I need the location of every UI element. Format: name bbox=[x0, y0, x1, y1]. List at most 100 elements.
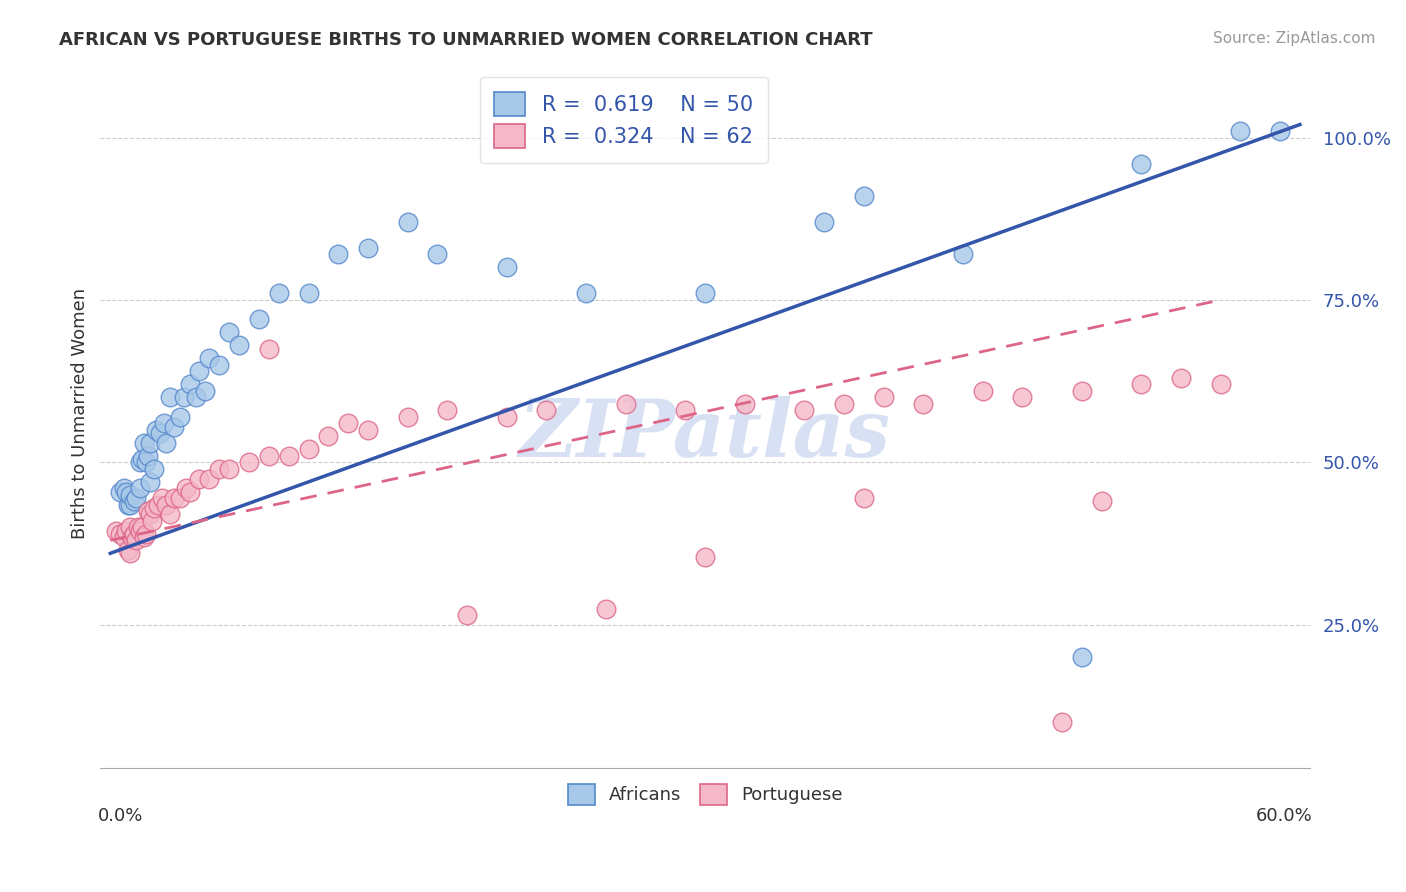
Point bbox=[120, 546, 142, 560]
Point bbox=[912, 397, 935, 411]
Point bbox=[120, 488, 142, 502]
Point bbox=[120, 498, 142, 512]
Point bbox=[121, 530, 143, 544]
Point bbox=[131, 520, 153, 534]
Point bbox=[194, 384, 217, 398]
Point bbox=[149, 426, 172, 441]
Point bbox=[179, 484, 201, 499]
Point bbox=[184, 391, 207, 405]
Point bbox=[1091, 494, 1114, 508]
Point bbox=[357, 423, 380, 437]
Point bbox=[129, 455, 152, 469]
Point bbox=[1070, 384, 1092, 398]
Point bbox=[1130, 156, 1153, 170]
Point bbox=[238, 455, 260, 469]
Point bbox=[952, 247, 974, 261]
Point bbox=[297, 286, 319, 301]
Point bbox=[396, 215, 419, 229]
Point bbox=[125, 533, 148, 548]
Point bbox=[141, 514, 163, 528]
Text: 0.0%: 0.0% bbox=[98, 806, 143, 824]
Point bbox=[852, 189, 875, 203]
Point bbox=[139, 508, 162, 522]
Point bbox=[125, 491, 148, 505]
Point bbox=[218, 326, 240, 340]
Text: ZIPatlas: ZIPatlas bbox=[519, 396, 891, 474]
Point bbox=[1170, 371, 1192, 385]
Point bbox=[136, 449, 159, 463]
Point bbox=[131, 452, 153, 467]
Point bbox=[198, 472, 221, 486]
Point bbox=[972, 384, 994, 398]
Point bbox=[146, 498, 169, 512]
Point bbox=[188, 364, 211, 378]
Text: Source: ZipAtlas.com: Source: ZipAtlas.com bbox=[1212, 31, 1375, 46]
Point bbox=[1268, 124, 1291, 138]
Point bbox=[188, 472, 211, 486]
Point bbox=[117, 543, 139, 558]
Point bbox=[793, 403, 815, 417]
Point bbox=[872, 391, 894, 405]
Point bbox=[198, 351, 221, 366]
Point bbox=[115, 484, 138, 499]
Point bbox=[150, 491, 173, 505]
Point bbox=[267, 286, 290, 301]
Point bbox=[159, 508, 181, 522]
Point bbox=[495, 409, 517, 424]
Y-axis label: Births to Unmarried Women: Births to Unmarried Women bbox=[72, 288, 89, 540]
Legend: Africans, Portuguese: Africans, Portuguese bbox=[561, 776, 849, 812]
Point bbox=[132, 436, 155, 450]
Point bbox=[536, 403, 558, 417]
Point bbox=[169, 491, 191, 505]
Point bbox=[117, 498, 139, 512]
Point bbox=[115, 524, 138, 538]
Point bbox=[179, 377, 201, 392]
Point bbox=[396, 409, 419, 424]
Point bbox=[108, 526, 131, 541]
Point bbox=[852, 491, 875, 505]
Point bbox=[129, 481, 152, 495]
Point bbox=[108, 484, 131, 499]
Point bbox=[247, 312, 270, 326]
Point bbox=[163, 491, 186, 505]
Point bbox=[122, 494, 145, 508]
Point bbox=[257, 449, 280, 463]
Point bbox=[693, 286, 716, 301]
Point bbox=[112, 530, 135, 544]
Point bbox=[129, 524, 152, 538]
Point bbox=[693, 549, 716, 564]
Point bbox=[813, 215, 835, 229]
Point bbox=[495, 260, 517, 275]
Point bbox=[297, 442, 319, 457]
Point bbox=[734, 397, 756, 411]
Point bbox=[122, 526, 145, 541]
Point bbox=[595, 601, 617, 615]
Point bbox=[152, 417, 174, 431]
Point bbox=[208, 358, 231, 372]
Point bbox=[132, 530, 155, 544]
Point bbox=[112, 481, 135, 495]
Point bbox=[163, 419, 186, 434]
Point bbox=[832, 397, 855, 411]
Point bbox=[169, 409, 191, 424]
Point bbox=[357, 241, 380, 255]
Point bbox=[105, 524, 128, 538]
Point bbox=[136, 504, 159, 518]
Point bbox=[1229, 124, 1251, 138]
Point bbox=[208, 462, 231, 476]
Point bbox=[127, 520, 149, 534]
Point bbox=[135, 455, 157, 469]
Point bbox=[155, 436, 177, 450]
Point bbox=[1130, 377, 1153, 392]
Point bbox=[218, 462, 240, 476]
Point bbox=[673, 403, 696, 417]
Point bbox=[277, 449, 299, 463]
Point bbox=[614, 397, 637, 411]
Point bbox=[120, 520, 142, 534]
Text: AFRICAN VS PORTUGUESE BIRTHS TO UNMARRIED WOMEN CORRELATION CHART: AFRICAN VS PORTUGUESE BIRTHS TO UNMARRIE… bbox=[59, 31, 873, 49]
Point bbox=[1011, 391, 1033, 405]
Text: 60.0%: 60.0% bbox=[1256, 806, 1312, 824]
Point bbox=[1070, 650, 1092, 665]
Point bbox=[139, 475, 162, 489]
Point bbox=[155, 498, 177, 512]
